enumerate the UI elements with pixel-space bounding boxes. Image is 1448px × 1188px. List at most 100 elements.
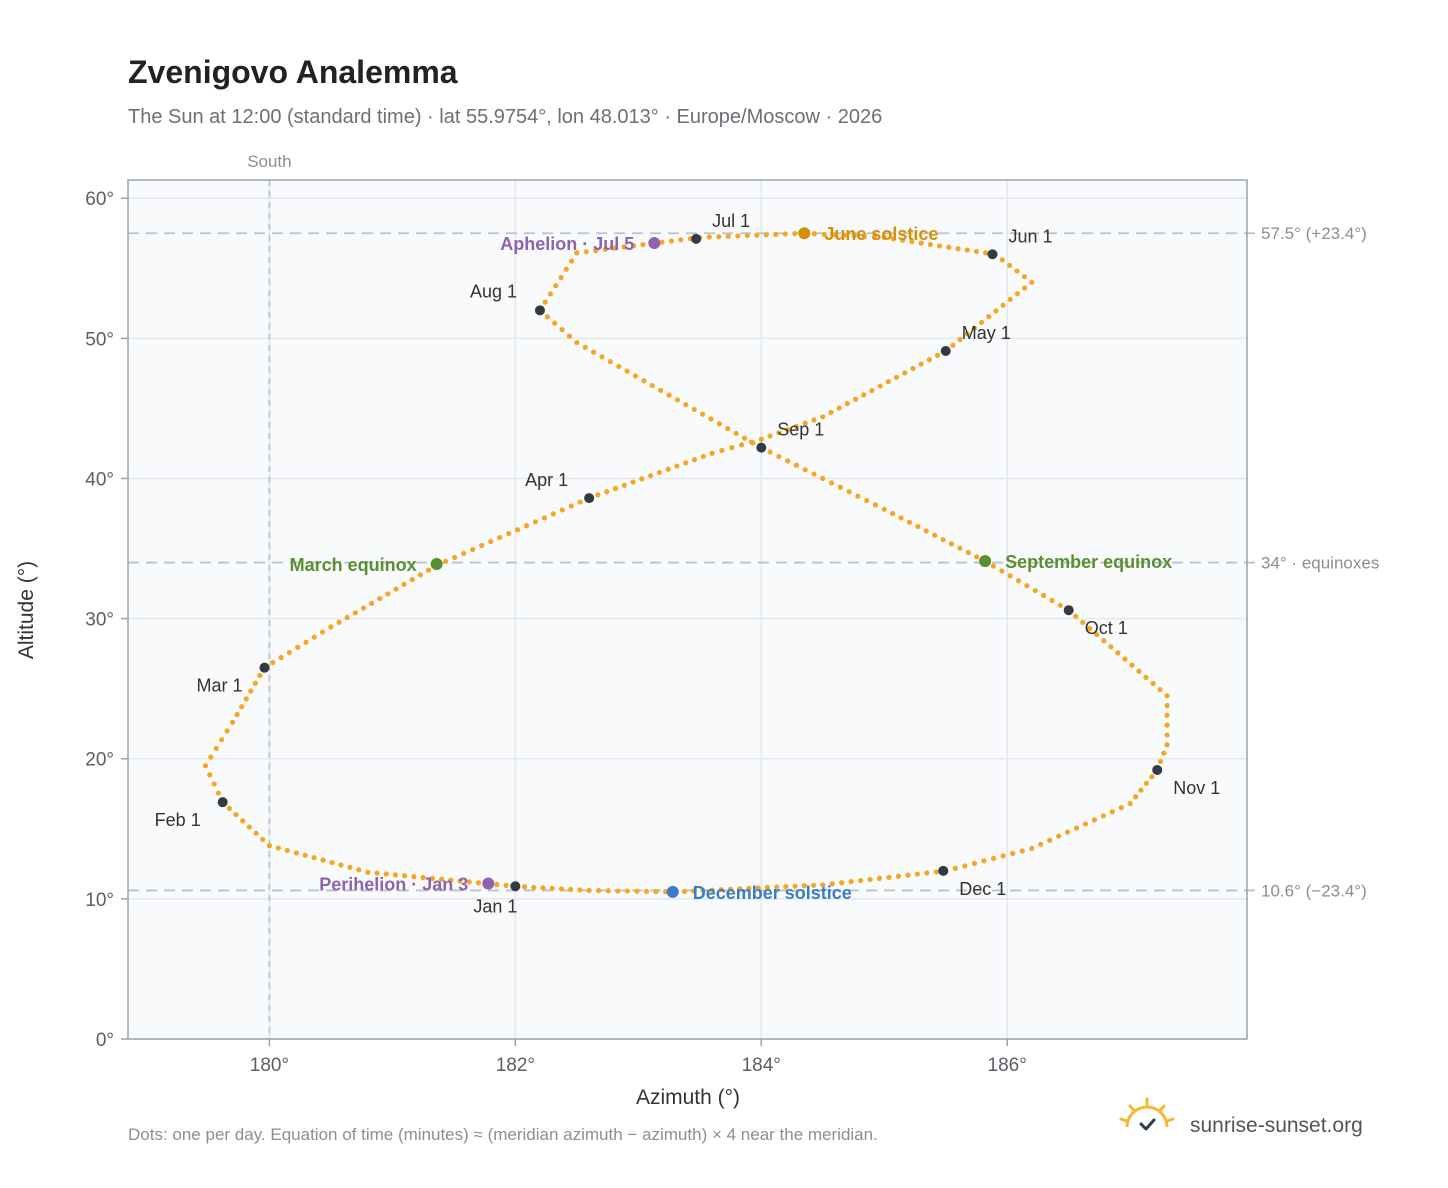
daily-sun-dot (344, 614, 350, 621)
daily-sun-dot (1073, 825, 1080, 831)
x-tick-label: 184° (742, 1055, 781, 1076)
daily-sun-dot (1007, 296, 1013, 303)
daily-sun-dot (828, 480, 835, 486)
y-tick-label: 60° (85, 189, 114, 210)
daily-sun-dot (1100, 813, 1106, 819)
month-marker-label: Sep 1 (777, 420, 824, 440)
month-marker-label: Feb 1 (155, 810, 201, 830)
daily-sun-dot (1118, 805, 1124, 811)
daily-sun-dot (820, 882, 826, 888)
daily-sun-dot (851, 233, 857, 239)
daily-sun-dot (955, 246, 961, 252)
daily-sun-dot (278, 654, 284, 661)
daily-sun-dot (558, 274, 564, 281)
daily-sun-dot (1101, 638, 1107, 644)
daily-sun-dot (239, 704, 245, 710)
daily-sun-dot (604, 489, 610, 495)
daily-sun-dot (864, 497, 870, 504)
daily-sun-dot (782, 231, 788, 237)
daily-sun-dot (861, 392, 867, 398)
daily-sun-dot (885, 379, 891, 385)
month-marker-dot (987, 249, 998, 260)
daily-sun-dot (553, 283, 559, 289)
daily-sun-dot (457, 878, 463, 884)
daily-sun-dot (871, 234, 877, 240)
daily-sun-dot (1041, 592, 1047, 599)
month-marker-dot (510, 881, 521, 892)
daily-sun-dot (767, 449, 773, 455)
daily-sun-dot (1057, 602, 1063, 608)
month-marker-dot (534, 305, 545, 316)
daily-sun-dot (475, 880, 482, 886)
daily-sun-dot (774, 884, 780, 890)
daily-sun-dot (1007, 262, 1013, 269)
daily-sun-dot (429, 875, 435, 881)
daily-sun-dot (540, 885, 546, 891)
reference-line-label: 34° · equinoxes (1261, 554, 1379, 573)
daily-sun-dot (284, 847, 290, 854)
event-marker-label: June solstice (824, 224, 938, 244)
daily-sun-dot (248, 688, 254, 694)
daily-sun-dot (1014, 268, 1020, 274)
daily-sun-dot (754, 232, 760, 238)
daily-sun-dot (634, 888, 640, 894)
daily-sun-dot (1109, 809, 1115, 815)
daily-sun-dot (1161, 750, 1167, 756)
daily-sun-dot (401, 581, 407, 587)
daily-sun-dot (964, 331, 970, 337)
y-tick-label: 30° (85, 610, 114, 631)
axis-ticks: 180° 182° 184° 186° 0° 10° 20° 30° 40° 50° 60° (85, 189, 1027, 1076)
daily-sun-dot (1032, 587, 1038, 594)
daily-sun-dot (352, 610, 358, 616)
daily-sun-dot (559, 507, 565, 513)
daily-sun-dot (727, 886, 734, 892)
daily-sun-dot (708, 416, 714, 422)
daily-sun-dot (709, 450, 715, 456)
daily-sun-dot (828, 409, 834, 416)
daily-sun-dot (1024, 583, 1030, 589)
daily-sun-dot (869, 387, 875, 394)
month-marker-dot (1152, 764, 1163, 775)
daily-sun-dot (541, 515, 548, 521)
daily-sun-dot (893, 374, 900, 380)
daily-sun-dot (574, 339, 580, 346)
daily-sun-dot (438, 876, 445, 882)
daily-sun-dot (1015, 578, 1022, 584)
daily-sun-dot (586, 887, 592, 894)
daily-sun-dot (566, 333, 573, 339)
daily-sun-dot (926, 357, 932, 363)
daily-sun-dot (986, 314, 992, 320)
daily-sun-dot (914, 871, 920, 877)
daily-sun-dot (286, 649, 292, 656)
daily-sun-dot (1115, 650, 1121, 656)
daily-sun-dot (624, 888, 630, 894)
daily-sun-dot (1132, 794, 1139, 800)
month-marker-dot (259, 662, 270, 673)
daily-sun-dot (895, 873, 902, 879)
daily-sun-dot (909, 239, 915, 245)
daily-sun-dot (1164, 712, 1170, 718)
daily-sun-dot (266, 843, 273, 849)
daily-sun-dot (923, 528, 929, 534)
daily-sun-dot (320, 857, 326, 863)
daily-sun-dot (1007, 573, 1013, 579)
daily-sun-dot (425, 567, 432, 573)
daily-sun-dot (668, 238, 675, 244)
daily-sun-dot (776, 453, 782, 460)
daily-sun-dot (226, 805, 232, 811)
daily-sun-dot (448, 877, 454, 883)
daily-sun-dot (763, 232, 769, 238)
daily-sun-dot (497, 534, 503, 541)
daily-sun-dot (295, 644, 301, 650)
daily-sun-dot (582, 344, 588, 350)
daily-sun-dot (347, 864, 353, 871)
daily-sun-dot (621, 482, 627, 488)
daily-sun-dot (801, 883, 807, 889)
daily-sun-dot (552, 320, 558, 326)
daily-sun-dot (733, 430, 739, 436)
daily-sun-path (202, 230, 1170, 895)
daily-sun-dot (699, 411, 706, 417)
daily-sun-dot (965, 549, 971, 556)
daily-sun-dot (640, 241, 646, 248)
reference-lines: South 57.5° (+23.4°) 34° · equinoxes 10.6° … (128, 152, 1379, 1039)
